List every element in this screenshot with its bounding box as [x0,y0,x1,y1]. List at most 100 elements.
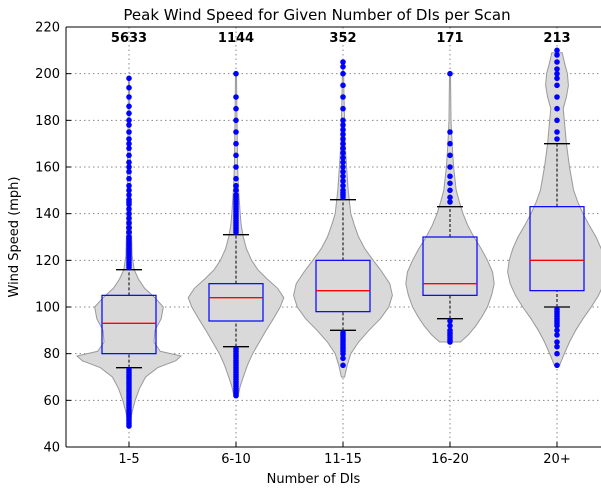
outlier-point [554,136,560,142]
iqr-box [208,283,264,322]
outlier-point [126,367,132,373]
outlier-point [126,192,132,198]
outlier-point [447,322,453,329]
plot-area: 40 60 80 100 120 140 160 180 200 220 1-5 6-10 11-15 1… [35,21,601,467]
outlier-point [233,152,239,159]
outlier-point [447,327,453,334]
outlier-point [340,178,346,184]
outlier-point [126,103,132,110]
iqr-box [529,206,585,292]
outlier-point [554,306,560,313]
outlier-point [126,152,132,159]
outlier-point [554,327,560,334]
y-tick-label: 180 [35,114,60,129]
outlier-point [554,343,560,350]
outlier-point [447,152,453,159]
outlier-point [233,105,239,112]
outlier-point [447,70,453,77]
outlier-point [126,159,132,166]
outlier-point [554,350,560,357]
x-tick-label: 11-15 [324,452,362,467]
outlier-point [233,140,239,147]
outlier-point [554,52,560,58]
outlier-point [554,105,560,112]
outlier-point [126,145,132,152]
outlier-point [126,215,132,222]
y-tick-label: 220 [35,21,60,36]
outlier-point [447,194,453,201]
outlier-point [340,131,346,138]
outlier-point [447,318,453,324]
outlier-point [126,220,132,226]
y-tick-label: 160 [35,161,60,176]
outlier-point [447,180,453,187]
outlier-point [126,110,132,117]
outlier-point [340,63,346,70]
outlier-point [447,164,453,170]
outlier-point [340,182,346,189]
outlier-point [340,187,346,194]
outlier-point [340,126,346,133]
outlier-point [126,168,132,175]
outlier-point [126,206,132,212]
x-tick-label: 16-20 [431,452,469,467]
outlier-point [554,339,560,345]
outlier-point [554,66,560,72]
outlier-point [340,355,346,362]
outlier-point [126,182,132,189]
outlier-point [233,182,239,189]
outlier-point [447,199,453,205]
outlier-point [554,117,560,124]
outlier-point [340,362,346,369]
outlier-point [554,59,560,65]
outlier-point [340,150,346,156]
y-tick-label: 40 [43,441,60,456]
outlier-point [340,94,346,100]
outlier-point [126,129,132,135]
outlier-point [126,224,132,231]
outlier-point [340,140,346,147]
outlier-point [447,129,453,135]
outlier-point [340,159,346,166]
outlier-point [126,196,132,203]
outlier-point [340,168,346,175]
outlier-point [233,94,239,100]
iqr-box [315,259,371,313]
outlier-point [233,70,239,77]
count-label: 171 [436,31,463,46]
outlier-point [340,82,346,89]
y-tick-label: 140 [35,207,60,222]
outlier-point [233,192,239,198]
outlier-point [340,173,346,180]
outlier-point [233,187,239,194]
outlier-point [554,47,560,54]
outlier-point [233,346,239,352]
outlier-point [126,175,132,182]
outlier-point [447,187,453,194]
outlier-point [126,94,132,100]
y-tick-label: 120 [35,254,60,269]
y-tick-label: 200 [35,67,60,82]
outlier-point [340,136,346,142]
x-tick-label: 1-5 [118,452,139,467]
outlier-point [340,105,346,112]
outlier-point [340,122,346,128]
y-tick-label: 100 [35,301,60,316]
iqr-box [101,294,157,355]
chart-title: Peak Wind Speed for Given Number of DIs … [123,6,510,24]
outlier-point [340,164,346,170]
outlier-point [340,329,346,336]
outlier-point [340,145,346,152]
outlier-point [554,75,560,82]
outlier-point [126,140,132,147]
count-label: 213 [543,31,570,46]
outlier-point [233,117,239,124]
outlier-point [340,70,346,77]
outlier-point [340,59,346,65]
outlier-point [126,164,132,170]
outlier-point [126,210,132,217]
outlier-point [554,362,560,369]
outlier-point [233,129,239,135]
y-tick-label: 80 [43,347,60,362]
iqr-box [422,236,478,296]
